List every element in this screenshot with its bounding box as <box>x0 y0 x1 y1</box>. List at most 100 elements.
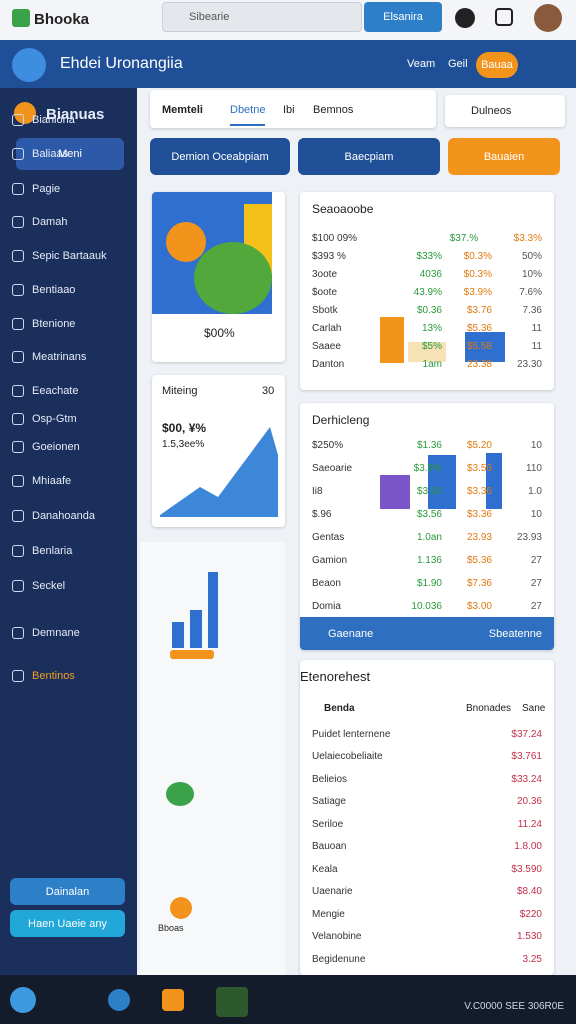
nav-icon <box>12 351 24 363</box>
nav-label: Sepic Bartaauk <box>32 250 107 262</box>
cell: 10% <box>521 268 542 280</box>
nav-label: Mhiaafe <box>32 475 72 487</box>
table-row: Uelaiecobeliaite $3.761 <box>312 747 542 767</box>
cell: Saaee <box>312 340 341 352</box>
nav-label: Baliaas <box>32 148 69 160</box>
nav-item[interactable]: Damah <box>32 216 67 228</box>
table-row: Carlah 13% $5.36 11 <box>312 318 542 338</box>
table-row: Saaee $5% $5.58 11 <box>312 336 542 356</box>
nav-item[interactable]: Mhiaafe <box>32 475 71 487</box>
cell: $3.9% <box>413 462 442 474</box>
search[interactable]: Sibearie <box>162 2 362 32</box>
cell: 1.136 <box>416 554 442 566</box>
column-head: Bnonades <box>466 703 512 714</box>
nav-label: Osp-Gtm <box>32 413 77 425</box>
tab[interactable]: Ibi <box>283 104 295 116</box>
app-icon[interactable] <box>216 987 248 1017</box>
tab[interactable]: Memteli <box>162 104 203 116</box>
cell: 110 <box>526 462 542 474</box>
table-row: Saeoarie $3.9% $3.56 110 <box>312 458 542 478</box>
cell: $0.3% <box>463 250 492 262</box>
nav-item[interactable]: Bianiona <box>32 114 75 126</box>
nav-item[interactable]: Bentiaao <box>32 284 75 296</box>
cell: 23.30 <box>516 358 542 370</box>
menu-button[interactable]: Meni <box>16 138 124 170</box>
sidebar-button[interactable]: Haen Uaeie any <box>10 910 125 937</box>
cell: $3.9% <box>463 286 492 298</box>
cell: Bauoan <box>312 841 347 852</box>
nav-item[interactable]: Seckel <box>32 580 65 592</box>
cell: 10 <box>530 439 542 451</box>
table-card: Seaoaoobe $100 09% $37.% $3.3% $393 % $33% $0… <box>300 192 554 390</box>
cell: Carlah <box>312 322 342 334</box>
cell: $0.3% <box>463 268 492 280</box>
cell: $5.20 <box>466 439 492 451</box>
cell: $3.00 <box>466 600 492 612</box>
table-row: Begidenune 3.25 <box>312 949 542 969</box>
nav-item[interactable]: Sepic Bartaauk <box>32 250 107 262</box>
top-button[interactable]: Elsanira <box>364 2 442 32</box>
card-footer[interactable]: Gaenane Sbeatenne <box>300 617 554 650</box>
header-link[interactable]: Veam <box>407 58 436 70</box>
graphic <box>380 317 404 363</box>
taskbar: V.C0000 SEE 306R0E <box>0 975 576 1024</box>
header-link[interactable]: Geil <box>448 58 468 70</box>
table-row: Beaon $1.90 $7.36 27 <box>312 573 542 593</box>
dropdown-label: Dulneos <box>471 105 512 117</box>
tab[interactable]: Dbetne <box>230 104 266 126</box>
app-icon[interactable] <box>162 989 184 1011</box>
nav-item[interactable]: Benlaria <box>32 545 72 557</box>
nav-item[interactable]: Eeachate <box>32 385 78 397</box>
cell: 3oote <box>312 268 338 280</box>
cell: 27 <box>530 554 542 566</box>
nav-item[interactable]: Bentinos <box>32 670 75 682</box>
sidebar-button[interactable]: Dainalan <box>10 878 125 905</box>
nav-label: Meatrinans <box>32 351 87 363</box>
nav-item[interactable]: Btenione <box>32 318 75 330</box>
action-button[interactable]: Demion Oceabpiam <box>150 138 290 175</box>
action-button[interactable]: Bauaien <box>448 138 560 175</box>
avatar[interactable] <box>534 4 562 32</box>
table-row: Gamion 1.136 $5.36 27 <box>312 550 542 570</box>
graphic <box>408 342 446 362</box>
table-row: $100 09% $37.% $3.3% <box>312 228 542 248</box>
cell: Gentas <box>312 531 345 543</box>
nav-item[interactable]: Pagie <box>32 183 60 195</box>
cell: $1.90 <box>416 577 442 589</box>
logo <box>14 102 36 124</box>
cell: 50% <box>521 250 542 262</box>
cell: $100 09% <box>312 232 358 244</box>
sidebar-title: Bianuas <box>46 106 105 123</box>
cell: 27 <box>530 600 542 612</box>
icon[interactable] <box>455 8 475 28</box>
meeting-card: Miteing 30 $00, ¥% 1.5,3ee% <box>152 375 285 527</box>
chart-panel: Bboas <box>140 542 285 975</box>
sub-value: 1.5,3ee% <box>162 439 205 450</box>
icon[interactable] <box>495 8 513 26</box>
header-title: Ehdei Uronangiia <box>60 55 183 72</box>
table-row: Ii8 $3.06 $3.36 1.0 <box>312 481 542 501</box>
nav-item[interactable]: Meatrinans <box>32 351 86 363</box>
nav-icon <box>12 148 24 160</box>
start-button[interactable] <box>10 987 36 1013</box>
nav-item[interactable]: Danahoanda <box>32 510 95 522</box>
tab[interactable]: Bemnos <box>313 104 354 116</box>
nav-item[interactable]: Goeionen <box>32 441 80 453</box>
nav-item[interactable]: Demnane <box>32 627 80 639</box>
app-icon[interactable] <box>108 989 130 1011</box>
header-pill[interactable]: Bauaa <box>476 52 518 78</box>
sidebar: Bianuas Meni Dainalan Haen Uaeie any Bia… <box>0 88 137 975</box>
table-card: Etenorehest Benda Bnonades Sane Puidet l… <box>300 660 554 975</box>
dropdown[interactable]: Dulneos <box>445 95 565 127</box>
cell: $3.3% <box>513 232 542 244</box>
nav-icon <box>12 250 24 262</box>
nav-icon <box>12 580 24 592</box>
cell: Keala <box>312 863 338 875</box>
action-button[interactable]: Baecpiam <box>298 138 440 175</box>
cell: 11.24 <box>517 818 542 830</box>
nav-item[interactable]: Baliaas <box>32 148 68 160</box>
nav-item[interactable]: Osp-Gtm <box>32 413 77 425</box>
nav-icon <box>12 385 24 397</box>
table-row: $393 % $33% $0.3% 50% <box>312 246 542 266</box>
nav-icon <box>12 475 24 487</box>
